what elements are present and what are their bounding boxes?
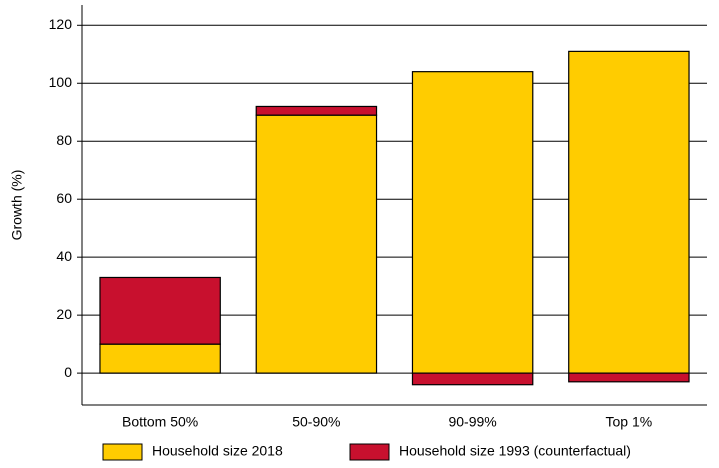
y-tick-label: 20 <box>56 306 72 322</box>
x-tick-label: Bottom 50% <box>122 414 198 430</box>
bar <box>99 276 221 345</box>
y-tick-label: 0 <box>64 364 72 380</box>
bar <box>255 105 378 116</box>
y-tick-label: 40 <box>56 248 72 264</box>
x-tick-label: Top 1% <box>606 414 653 430</box>
x-tick-label: 50-90% <box>292 414 340 430</box>
bar <box>568 372 690 383</box>
legend-swatch <box>102 443 143 461</box>
bar <box>411 372 534 386</box>
bar <box>99 343 221 374</box>
legend-swatch <box>349 443 390 461</box>
y-tick-label: 100 <box>49 74 73 90</box>
bar <box>411 71 534 374</box>
y-tick-label: 60 <box>56 190 72 206</box>
x-tick-label: 90-99% <box>448 414 496 430</box>
y-axis-label: Growth (%) <box>9 170 25 241</box>
bar <box>568 50 690 374</box>
legend-label: Household size 2018 <box>152 443 283 459</box>
legend-label: Household size 1993 (counterfactual) <box>399 443 631 459</box>
bar <box>255 114 378 374</box>
y-tick-label: 80 <box>56 132 72 148</box>
y-tick-label: 120 <box>49 16 73 32</box>
